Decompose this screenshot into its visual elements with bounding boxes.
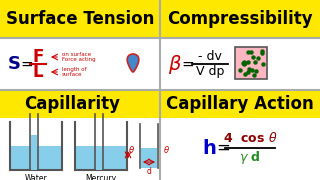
Text: =: =	[20, 57, 33, 71]
Text: F: F	[32, 48, 44, 66]
Bar	[160, 90, 320, 118]
Bar	[0, 118, 320, 180]
Text: $\beta$: $\beta$	[168, 53, 182, 75]
Text: h: h	[202, 138, 216, 158]
Text: Surface Tension: Surface Tension	[6, 10, 154, 28]
Bar	[11, 146, 61, 170]
Text: - dv: - dv	[198, 51, 222, 64]
Text: $\theta$: $\theta$	[163, 144, 170, 155]
Bar	[160, 0, 320, 38]
Text: Force acting: Force acting	[62, 57, 96, 62]
Text: S: S	[8, 55, 21, 73]
Bar	[141, 148, 157, 168]
Text: $\theta$: $\theta$	[128, 144, 135, 155]
Text: L: L	[33, 63, 43, 81]
Bar	[235, 47, 267, 79]
Text: =: =	[216, 139, 230, 157]
Text: Capillarity: Capillarity	[24, 95, 120, 113]
Bar	[31, 135, 37, 170]
Text: Compressibility: Compressibility	[167, 10, 313, 28]
Bar	[0, 38, 160, 90]
Text: surface: surface	[62, 71, 83, 76]
Text: Mercury: Mercury	[85, 174, 116, 180]
Bar	[0, 90, 160, 118]
Bar	[0, 0, 160, 38]
Text: Water: Water	[25, 174, 47, 180]
Text: =: =	[181, 57, 194, 71]
Bar	[160, 38, 320, 90]
Text: V dp: V dp	[196, 66, 224, 78]
PathPatch shape	[127, 54, 139, 72]
Text: on surface: on surface	[62, 53, 91, 57]
Bar	[76, 146, 126, 170]
Text: d: d	[147, 167, 151, 176]
Text: 4  cos $\theta$: 4 cos $\theta$	[223, 131, 277, 145]
Text: Capillary Action: Capillary Action	[166, 95, 314, 113]
Text: $\gamma$ d: $\gamma$ d	[239, 150, 261, 166]
Bar	[96, 157, 102, 170]
Text: length of: length of	[62, 68, 87, 73]
